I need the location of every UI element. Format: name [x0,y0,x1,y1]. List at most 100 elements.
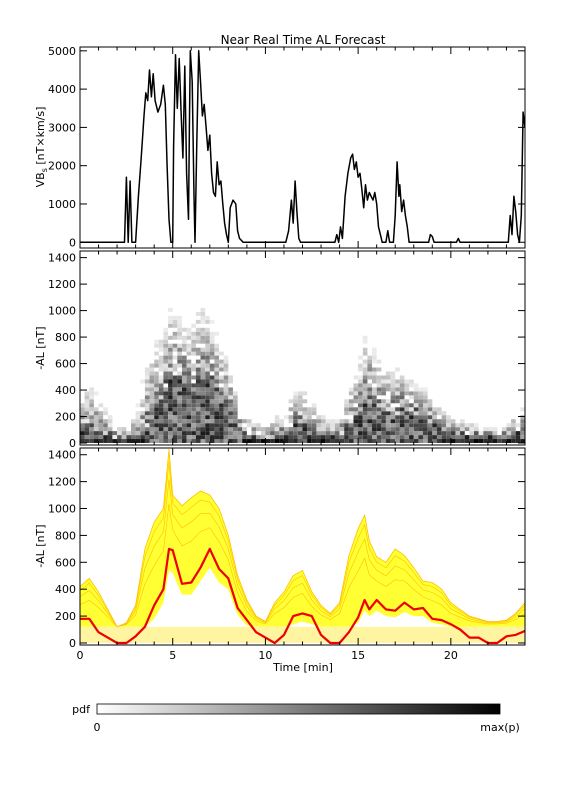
pdf-cell [358,419,363,424]
pdf-cell [209,347,215,352]
pdf-cell [367,411,373,416]
pdf-cell [297,419,303,424]
pdf-cell [427,415,433,420]
pdf-cell [460,435,465,440]
pdf-cell [186,403,192,408]
pdf-cell [158,391,164,396]
pdf-cell [358,391,363,396]
pdf-cell [376,391,382,396]
pdf-cell [205,415,210,420]
pdf-cell [200,419,206,424]
pdf-cell [362,347,368,352]
pdf-cell [223,403,229,408]
pdf-cell [154,395,159,400]
pdf-cell [487,427,493,432]
pdf-cell [409,379,414,384]
pdf-cell [256,427,261,432]
pdf-cell [84,399,90,404]
pdf-cell [233,403,238,408]
pdf-cell [436,427,442,432]
pdf-cell [413,403,419,408]
pdf-cell [186,415,192,420]
pdf-cell [89,415,94,420]
pdf-cell [98,411,104,416]
pdf-cell [418,439,424,443]
pdf-cell [372,347,377,352]
pdf-cell [200,403,206,408]
pdf-cell [186,371,192,376]
pdf-cell [307,427,312,432]
pdf-cell [353,399,359,404]
pdf-cell [186,379,192,384]
pdf-cell [321,423,326,428]
pdf-cell [404,403,410,408]
pdf-cell [367,427,373,432]
pdf-cell [131,435,136,440]
pdf-cell [297,403,303,408]
pdf-cell [418,395,424,400]
pdf-cell [409,427,414,432]
pdf-cell [436,423,442,428]
pdf-cell [177,315,182,320]
pdf-cell [367,407,373,412]
pdf-cell [339,439,345,443]
pdf-cell [233,411,238,416]
pdf-cell [362,423,368,428]
pdf-cell [144,411,150,416]
pdf-cell [228,415,233,420]
pdf-cell [191,427,196,432]
pdf-cell [330,439,335,443]
pdf-cell [107,439,113,443]
pdf-cell [432,439,437,443]
pdf-cell [214,371,220,376]
pdf-cell [163,411,169,416]
pdf-cell [126,439,132,443]
pdf-cell [89,399,94,404]
pdf-cell [436,439,442,443]
pdf-cell [200,431,206,436]
pdf-cell [140,431,145,436]
pdf-cell [214,347,220,352]
pdf-cell [321,431,326,436]
pdf-cell [344,431,349,436]
pdf-cell [163,339,169,344]
pdf-cell [209,435,215,440]
pdf-cell [474,427,479,432]
pdf-cell [237,439,243,443]
pdf-cell [515,439,521,443]
pdf-cell [483,427,488,432]
pdf-cell [307,435,312,440]
pdf-cell [399,411,405,416]
pdf-cell [404,407,410,412]
pdf-cell [251,427,257,432]
pdf-cell [288,431,294,436]
pdf-cell [330,431,335,436]
pdf-cell [279,419,284,424]
pdf-cell [409,383,414,388]
pdf-cell [209,395,215,400]
pdf-cell [432,423,437,428]
pdf-cell [242,431,247,436]
pdf-cell [177,375,182,380]
pdf-cell [260,431,266,436]
pdf-cell [399,435,405,440]
pdf-cell [344,411,349,416]
pdf-cell [260,427,266,432]
pdf-cell [177,363,182,368]
pdf-cell [149,407,155,412]
pdf-cell [107,423,113,428]
pdf-cell [200,311,206,316]
pdf-cell [223,395,229,400]
pdf-cell [195,319,201,324]
pdf-cell [325,431,331,436]
pdf-cell [270,439,275,443]
pdf-cell [284,427,289,432]
pdf-cell [372,403,377,408]
pdf-cell [441,431,447,436]
pdf-cell [154,403,159,408]
pdf-cell [274,435,280,440]
pdf-cell [158,431,164,436]
pdf-cell [385,431,391,436]
pdf-cell [219,415,224,420]
